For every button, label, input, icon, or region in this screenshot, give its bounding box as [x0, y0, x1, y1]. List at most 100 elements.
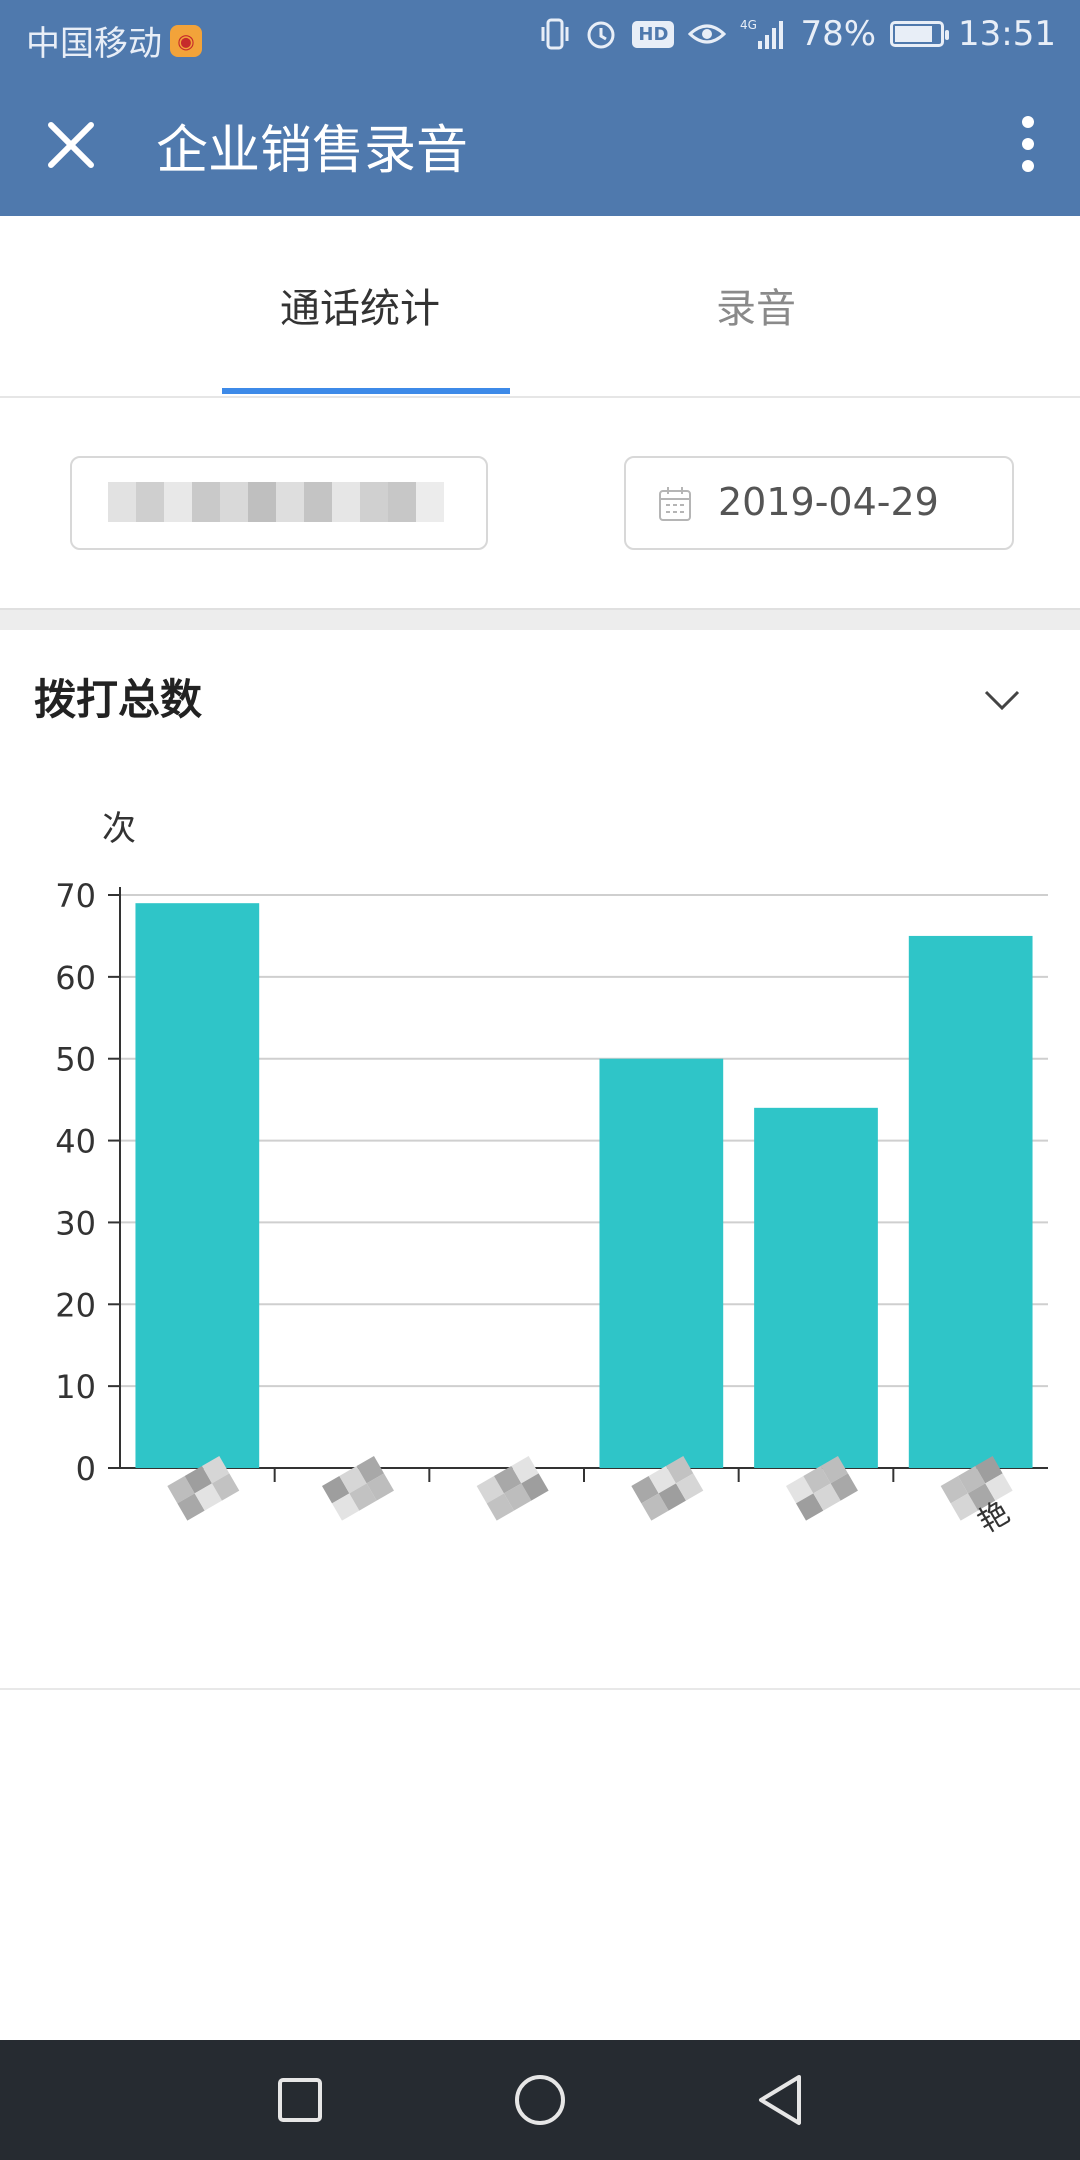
y-tick-label: 10	[55, 1368, 96, 1406]
blur-pixel	[493, 1466, 522, 1494]
x-tick-label-blurred	[322, 1456, 394, 1521]
blur-pixel	[940, 1476, 968, 1504]
weibo-icon: ◉	[170, 24, 202, 57]
blur-pixel	[796, 1493, 824, 1521]
more-options-button[interactable]	[998, 104, 1058, 184]
filter-row: 2019-04-29	[0, 398, 1080, 608]
blur-pixel	[957, 1466, 986, 1494]
battery-icon	[890, 21, 950, 47]
signal-4g-icon: 4G	[740, 17, 786, 51]
hd-icon: HD	[632, 20, 675, 48]
tab-call-stats[interactable]: 通话统计	[280, 286, 440, 332]
blur-pixel	[658, 1483, 686, 1511]
app-header: 企业销售录音	[0, 74, 1080, 216]
blur-pixel	[950, 1493, 978, 1521]
carrier: 中国移动 ◉	[26, 16, 202, 65]
blur-pixel	[366, 1473, 394, 1501]
blur-pixel	[631, 1476, 659, 1504]
blur-pixel	[211, 1473, 240, 1501]
blur-pixel	[167, 1476, 195, 1504]
close-icon	[48, 122, 94, 168]
y-tick-label: 0	[76, 1450, 96, 1488]
back-button[interactable]	[750, 2070, 810, 2130]
status-icons: HD 4G 78% 13:51	[540, 14, 1056, 54]
top-bar: 中国移动 ◉ HD 4G 78% 13:51 企业销售录音	[0, 0, 1080, 216]
status-bar: 中国移动 ◉ HD 4G 78% 13:51	[0, 0, 1080, 74]
more-vertical-icon	[1022, 116, 1034, 128]
x-tick-label-blurred	[786, 1456, 858, 1521]
page-title: 企业销售录音	[156, 121, 469, 181]
section-divider	[0, 608, 1080, 630]
blur-pixel	[339, 1466, 367, 1494]
blur-pixel	[332, 1493, 360, 1521]
blur-pixel	[786, 1476, 814, 1504]
blur-pixel	[322, 1476, 350, 1504]
y-tick-label: 70	[55, 877, 96, 915]
alarm-icon	[584, 17, 618, 51]
calendar-icon	[659, 487, 691, 521]
blur-pixel	[641, 1493, 669, 1521]
card-title: 拨打总数	[34, 675, 203, 724]
system-nav-bar	[0, 2040, 1080, 2160]
clock: 13:51	[958, 14, 1056, 54]
blur-pixel	[486, 1493, 514, 1521]
bar	[135, 903, 260, 1468]
blur-pixel	[985, 1473, 1013, 1501]
recent-apps-button[interactable]	[270, 2070, 330, 2130]
user-select[interactable]	[70, 456, 488, 550]
bar	[908, 935, 1033, 1468]
x-tick-label-blurred	[940, 1456, 1013, 1521]
date-value: 2019-04-29	[718, 480, 939, 524]
home-icon	[515, 2075, 565, 2125]
x-tick-label-blurred	[631, 1456, 704, 1521]
svg-text:4G: 4G	[740, 18, 757, 32]
recent-apps-icon	[278, 2078, 322, 2122]
back-icon	[759, 2075, 801, 2125]
y-tick-label: 60	[55, 959, 96, 997]
vibrate-icon	[540, 18, 570, 50]
tab-recordings[interactable]: 录音	[716, 286, 796, 332]
date-picker[interactable]: 2019-04-29	[624, 456, 1014, 550]
blur-pixel	[975, 1456, 1003, 1484]
blur-pixel	[521, 1473, 549, 1501]
blur-pixel	[184, 1466, 212, 1494]
blur-pixel	[349, 1483, 377, 1511]
card-bottom-divider	[0, 1688, 1080, 1690]
eye-icon	[688, 20, 727, 48]
y-axis-label: 次	[102, 809, 136, 849]
blur-pixel	[830, 1473, 858, 1501]
more-dot	[1022, 138, 1034, 150]
y-tick-label: 40	[55, 1123, 96, 1161]
battery-percent: 78%	[800, 14, 877, 54]
blur-pixel	[803, 1466, 831, 1494]
blur-pixel	[665, 1456, 694, 1484]
blur-pixel	[177, 1493, 205, 1521]
x-tick-label-blurred	[476, 1456, 549, 1521]
x-tick-label-blurred	[167, 1456, 240, 1521]
y-tick-label: 50	[55, 1041, 96, 1079]
home-button[interactable]	[510, 2070, 570, 2130]
more-dot	[1022, 160, 1034, 172]
bar	[754, 1107, 878, 1468]
blur-pixel	[813, 1483, 841, 1511]
tab-bar: 通话统计 录音	[0, 216, 1080, 398]
blur-pixel	[201, 1456, 230, 1484]
blur-pixel	[194, 1483, 222, 1511]
blur-pixel	[648, 1466, 676, 1494]
battery-fill	[895, 26, 933, 42]
tab-active-indicator	[222, 388, 510, 394]
blur-pixel	[820, 1456, 848, 1484]
y-tick-label: 20	[55, 1286, 96, 1324]
blurred-user-name	[108, 482, 444, 522]
blur-pixel	[356, 1456, 384, 1484]
bar-chart: 次 0 10 20 30 40 50 60 70 艳	[0, 790, 1080, 1580]
y-tick-label: 30	[55, 1204, 96, 1242]
carrier-name: 中国移动	[26, 24, 162, 64]
blur-pixel	[511, 1456, 539, 1484]
chevron-down-icon[interactable]	[982, 684, 1022, 714]
bar	[599, 1058, 724, 1468]
close-button[interactable]	[38, 112, 104, 178]
blur-pixel	[967, 1483, 996, 1511]
blur-pixel	[503, 1483, 532, 1511]
